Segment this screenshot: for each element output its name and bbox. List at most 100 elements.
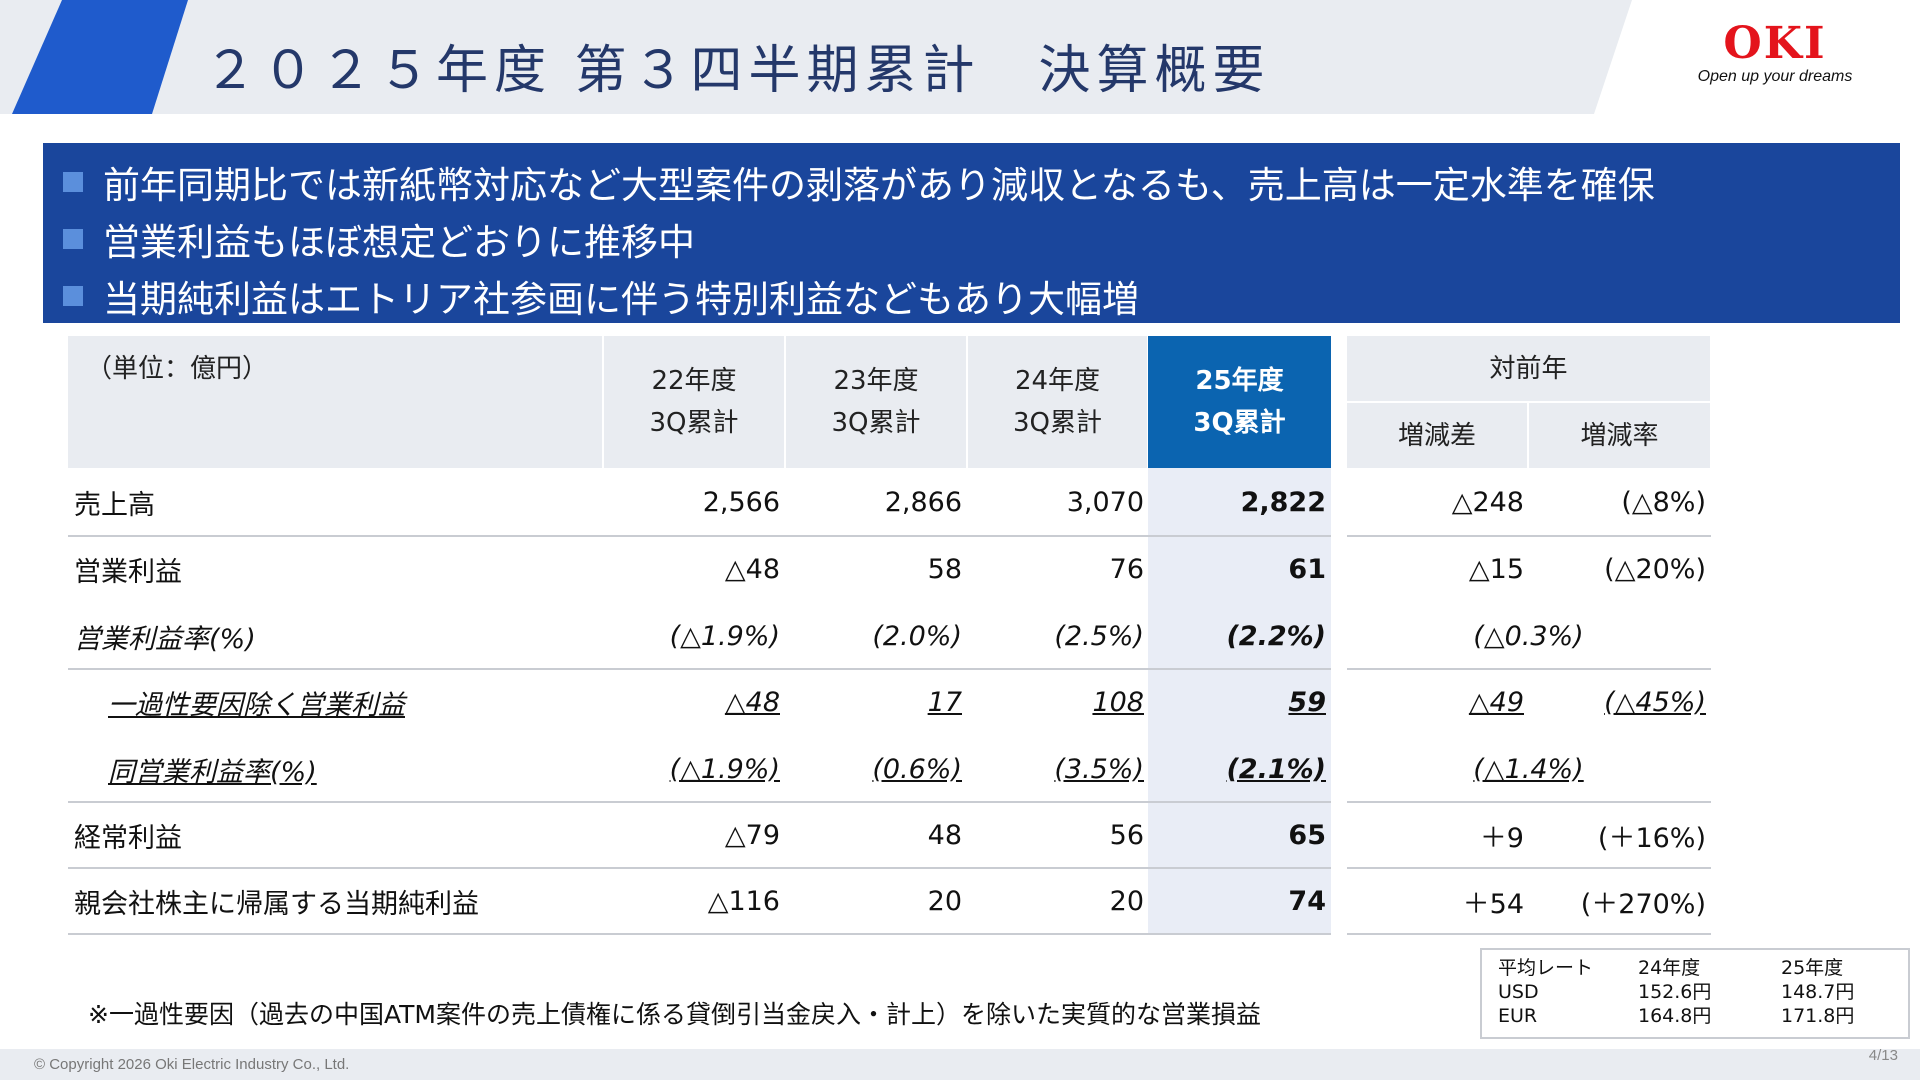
square-bullet-icon bbox=[63, 228, 83, 249]
value-fy23: 48 bbox=[927, 819, 962, 851]
value-fy22: △48 bbox=[604, 669, 780, 735]
fx-currency: EUR bbox=[1498, 1005, 1538, 1027]
value-fy22: △79 bbox=[724, 819, 780, 851]
yoy-diff: ＋54 bbox=[1462, 888, 1524, 920]
table-row-operating-profit: 営業利益 △48 58 76 61 △15 (△20%) bbox=[68, 536, 1711, 602]
fx-header-row: 平均レート 24年度 25年度 bbox=[1498, 956, 1908, 980]
col-header-fy25: 25年度 3Q累計 bbox=[1148, 336, 1331, 468]
table-row-net-income: 親会社株主に帰属する当期純利益 △116 20 20 74 ＋54 (＋270%… bbox=[68, 868, 1711, 934]
value-fy22: △48 bbox=[724, 553, 780, 585]
row-divider bbox=[68, 668, 1331, 670]
yoy-rate: (＋16%) bbox=[1597, 822, 1706, 854]
value-fy25: 74 bbox=[1288, 885, 1326, 917]
value-fy25: 65 bbox=[1288, 819, 1326, 851]
row-label: 経常利益 bbox=[74, 822, 182, 854]
yoy-diff: ＋9 bbox=[1479, 822, 1524, 854]
value-fy24: 3,070 bbox=[1066, 486, 1144, 518]
value-fy24: (3.5%) bbox=[968, 736, 1144, 802]
copyright: © Copyright 2026 Oki Electric Industry C… bbox=[34, 1056, 350, 1073]
yoy-rate: (△20%) bbox=[1604, 553, 1706, 585]
fx-rate-fy24: 152.6円 bbox=[1638, 981, 1712, 1003]
table-row-adjusted-operating-profit: 一過性要因除く営業利益 △48 17 108 59 △49 (△45%) bbox=[68, 669, 1711, 735]
fx-row-usd: USD 152.6円 148.7円 bbox=[1498, 980, 1908, 1004]
value-fy23: 20 bbox=[927, 885, 962, 917]
row-label: 売上高 bbox=[74, 489, 155, 521]
yoy-rate: (＋270%) bbox=[1580, 888, 1706, 920]
row-divider bbox=[68, 867, 1331, 869]
row-divider bbox=[68, 933, 1331, 935]
col-header-line2: 3Q累計 bbox=[649, 408, 739, 438]
yoy-rate: (△8%) bbox=[1621, 486, 1706, 518]
value-text: (0.6%) bbox=[872, 753, 962, 785]
yoy-diff-label: 増減差 bbox=[1397, 420, 1476, 451]
value-text: (△1.9%) bbox=[669, 753, 780, 785]
value-fy24: (2.5%) bbox=[1054, 620, 1144, 652]
summary-item: 営業利益もほぼ想定どおりに推移中 bbox=[63, 210, 1900, 267]
col-header-fy23: 23年度 3Q累計 bbox=[786, 336, 966, 468]
value-text: △48 bbox=[724, 686, 780, 718]
summary-item: 前年同期比では新紙幣対応など大型案件の剥落があり減収となるも、売上高は一定水準を… bbox=[63, 153, 1900, 210]
row-divider bbox=[1347, 535, 1711, 537]
value-fy25: (2.2%) bbox=[1226, 620, 1326, 652]
row-divider bbox=[1347, 933, 1711, 935]
col-header-line2: 3Q累計 bbox=[1193, 408, 1286, 438]
col-header-line1: 22年度 bbox=[651, 366, 737, 396]
value-fy23: (2.0%) bbox=[872, 620, 962, 652]
fx-header-label: 平均レート bbox=[1498, 957, 1594, 979]
logo-tagline: Open up your dreams bbox=[1697, 68, 1853, 85]
col-header-fy24: 24年度 3Q累計 bbox=[968, 336, 1147, 468]
row-divider bbox=[68, 801, 1331, 803]
fx-currency: USD bbox=[1498, 981, 1539, 1003]
row-divider bbox=[68, 535, 1331, 537]
value-fy22: △116 bbox=[707, 885, 780, 917]
value-text: (3.5%) bbox=[1054, 753, 1144, 785]
summary-text: 営業利益もほぼ想定どおりに推移中 bbox=[103, 220, 695, 264]
summary-text: 当期純利益はエトリア社参画に伴う特別利益などもあり大幅増 bbox=[103, 277, 1139, 321]
yoy-header-label: 対前年 bbox=[1489, 353, 1568, 384]
summary-text: 前年同期比では新紙幣対応など大型案件の剥落があり減収となるも、売上高は一定水準を… bbox=[103, 163, 1655, 207]
highlight-column-bg bbox=[1148, 466, 1331, 934]
yoy-diff-header: 増減差 bbox=[1347, 403, 1527, 468]
logo-mark: OKI bbox=[1723, 18, 1827, 69]
row-divider bbox=[1347, 668, 1711, 670]
oki-logo: OKI Open up your dreams bbox=[1690, 22, 1860, 86]
col-header-line2: 3Q累計 bbox=[1012, 408, 1102, 438]
value-fy24: 20 bbox=[1109, 885, 1144, 917]
table-row-operating-margin: 営業利益率(%) (△1.9%) (2.0%) (2.5%) (2.2%) (△… bbox=[68, 603, 1711, 669]
page-number: 4/13 bbox=[1868, 1047, 1898, 1064]
summary-banner: 前年同期比では新紙幣対応など大型案件の剥落があり減収となるも、売上高は一定水準を… bbox=[43, 143, 1900, 323]
yoy-diff-margin: (△1.4%) bbox=[1347, 736, 1710, 802]
header-band bbox=[0, 0, 1632, 114]
row-label: 営業利益 bbox=[74, 556, 182, 588]
row-label: 一過性要因除く営業利益 bbox=[108, 669, 405, 735]
value-fy23: 17 bbox=[786, 669, 962, 735]
value-text: 108 bbox=[1092, 686, 1144, 718]
fx-header-fy24: 24年度 bbox=[1638, 957, 1701, 979]
fx-header-fy25: 25年度 bbox=[1781, 957, 1844, 979]
value-text: (2.1%) bbox=[1226, 753, 1326, 785]
yoy-rate: (△45%) bbox=[1529, 669, 1706, 735]
value-fy23: 58 bbox=[927, 553, 962, 585]
unit-label: （単位：億円） bbox=[86, 354, 269, 384]
value-fy24: 76 bbox=[1109, 553, 1144, 585]
square-bullet-icon bbox=[63, 285, 83, 306]
footer: © Copyright 2026 Oki Electric Industry C… bbox=[0, 1047, 1920, 1080]
row-divider bbox=[1347, 801, 1711, 803]
row-label-text: 同営業利益率(%) bbox=[108, 756, 317, 788]
col-header-fy22: 22年度 3Q累計 bbox=[604, 336, 784, 468]
value-text: (△45%) bbox=[1604, 686, 1706, 718]
col-header-line2: 3Q累計 bbox=[831, 408, 921, 438]
table-row-ordinary-profit: 経常利益 △79 48 56 65 ＋9 (＋16%) bbox=[68, 802, 1711, 868]
yoy-rate-header: 増減率 bbox=[1529, 403, 1710, 468]
yoy-rate-label: 増減率 bbox=[1580, 420, 1659, 451]
value-fy22: (△1.9%) bbox=[669, 620, 780, 652]
value-text: 17 bbox=[927, 686, 962, 718]
value-fy22: (△1.9%) bbox=[604, 736, 780, 802]
value-text: △49 bbox=[1468, 686, 1524, 718]
yoy-diff: △15 bbox=[1468, 553, 1524, 585]
yoy-header: 対前年 bbox=[1347, 336, 1710, 401]
unit-header: （単位：億円） bbox=[68, 336, 602, 468]
fx-rate-fy24: 164.8円 bbox=[1638, 1005, 1712, 1027]
fx-row-eur: EUR 164.8円 171.8円 bbox=[1498, 1004, 1908, 1028]
fx-rate-fy25: 148.7円 bbox=[1781, 981, 1855, 1003]
